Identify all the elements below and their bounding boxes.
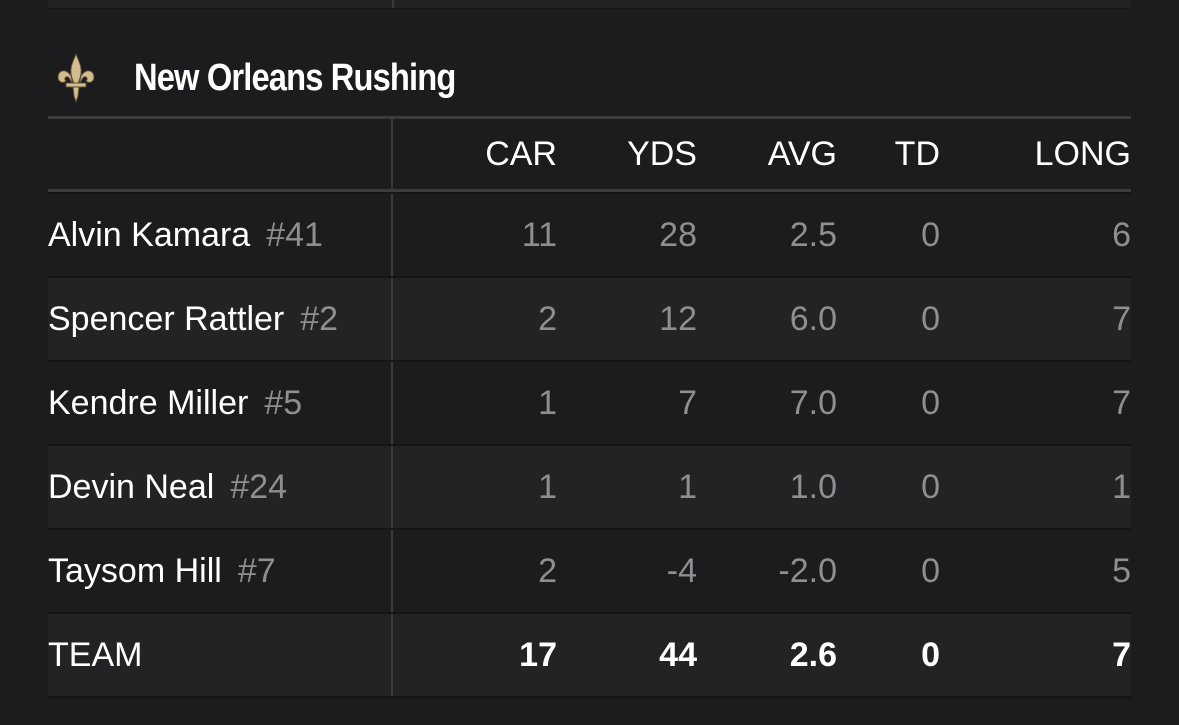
- stat-car: 11: [521, 215, 557, 254]
- table-header-row: CAR YDS AVG TD LONG: [48, 116, 1131, 192]
- jersey-number: #2: [300, 299, 339, 338]
- stat-long: 7: [1112, 383, 1131, 422]
- player-cell: Kendre Miller #5: [48, 362, 393, 444]
- column-header-long[interactable]: LONG: [1034, 134, 1131, 173]
- player-name-link[interactable]: Taysom Hill: [48, 551, 222, 590]
- stat-car: 1: [538, 467, 557, 506]
- stat-yds: 28: [659, 215, 697, 254]
- team-total-row: TEAM 17 44 2.6 0 7: [48, 612, 1131, 699]
- stat-avg: -2.0: [778, 551, 837, 590]
- stat-td: 0: [921, 215, 940, 254]
- stat-td: 0: [921, 551, 940, 590]
- total-td: 0: [921, 635, 940, 674]
- player-name-link[interactable]: Spencer Rattler: [48, 299, 285, 338]
- player-cell: Alvin Kamara #41: [48, 194, 393, 276]
- jersey-number: #5: [264, 383, 303, 422]
- player-cell: Taysom Hill #7: [48, 530, 393, 612]
- stat-yds: 1: [678, 467, 697, 506]
- stat-long: 6: [1112, 215, 1131, 254]
- player-name-link[interactable]: Devin Neal: [48, 467, 215, 506]
- player-cell: Devin Neal #24: [48, 446, 393, 528]
- jersey-number: #24: [230, 467, 288, 506]
- table-row: Alvin Kamara #41 11 28 2.5 0 6: [48, 192, 1131, 276]
- team-label-cell: TEAM: [48, 614, 393, 696]
- player-name-link[interactable]: Alvin Kamara: [48, 215, 251, 254]
- stat-avg: 6.0: [789, 299, 837, 338]
- stat-td: 0: [921, 383, 940, 422]
- table-row: Kendre Miller #5 1 7 7.0 0 7: [48, 360, 1131, 444]
- stat-car: 2: [538, 551, 557, 590]
- column-header-yds[interactable]: YDS: [627, 134, 697, 173]
- stat-yds: 12: [659, 299, 697, 338]
- stat-yds: -4: [666, 551, 697, 590]
- section-header: New Orleans Rushing: [48, 40, 1131, 116]
- header-name-cell: [48, 119, 393, 189]
- jersey-number: #41: [266, 215, 323, 254]
- total-car: 17: [519, 635, 557, 674]
- stat-avg: 7.0: [789, 383, 837, 422]
- column-divider: [392, 0, 394, 8]
- stat-car: 1: [538, 383, 557, 422]
- fleur-de-lis-icon: [54, 48, 110, 108]
- rushing-stats-table: CAR YDS AVG TD LONG Alvin Kamara #41 11 …: [48, 116, 1131, 699]
- total-avg: 2.6: [789, 635, 837, 674]
- previous-section-edge: [48, 0, 1131, 9]
- table-row: Spencer Rattler #2 2 12 6.0 0 7: [48, 276, 1131, 360]
- stat-long: 7: [1112, 299, 1131, 338]
- table-row: Devin Neal #24 1 1 1.0 0 1: [48, 444, 1131, 528]
- column-header-car[interactable]: CAR: [485, 134, 557, 173]
- stat-car: 2: [538, 299, 557, 338]
- total-yds: 44: [659, 635, 697, 674]
- total-long: 7: [1112, 635, 1131, 674]
- stat-yds: 7: [678, 383, 697, 422]
- section-title: New Orleans Rushing: [134, 56, 456, 99]
- stat-avg: 1.0: [789, 467, 837, 506]
- stat-td: 0: [921, 467, 940, 506]
- table-row: Taysom Hill #7 2 -4 -2.0 0 5: [48, 528, 1131, 612]
- stat-long: 1: [1112, 467, 1131, 506]
- column-header-avg[interactable]: AVG: [767, 134, 837, 173]
- stat-td: 0: [921, 299, 940, 338]
- team-label: TEAM: [48, 635, 143, 674]
- player-name-link[interactable]: Kendre Miller: [48, 383, 249, 422]
- stat-long: 5: [1112, 551, 1131, 590]
- column-header-td[interactable]: TD: [894, 134, 940, 173]
- player-cell: Spencer Rattler #2: [48, 278, 393, 360]
- jersey-number: #7: [237, 551, 276, 590]
- stat-avg: 2.5: [789, 215, 837, 254]
